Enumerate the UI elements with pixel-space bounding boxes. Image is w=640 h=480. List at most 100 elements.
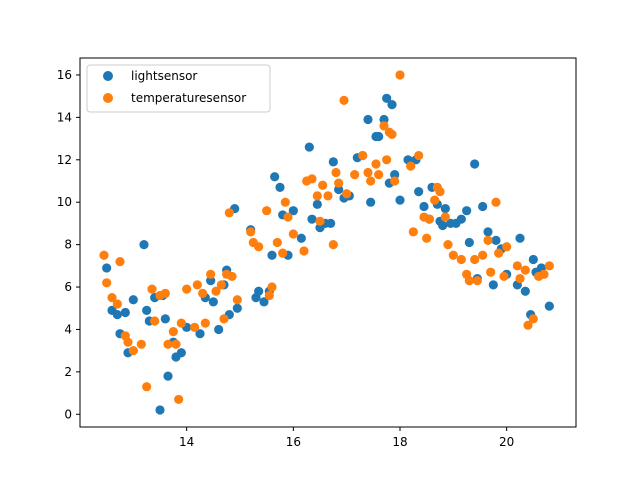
data-point-lightsensor <box>395 195 405 205</box>
data-point-temperaturesensor <box>107 293 117 303</box>
data-point-lightsensor <box>267 250 277 260</box>
data-point-lightsensor <box>102 263 112 273</box>
data-point-lightsensor <box>312 199 322 209</box>
data-point-lightsensor <box>155 405 165 415</box>
data-point-temperaturesensor <box>174 394 184 405</box>
data-point-temperaturesensor <box>160 288 170 298</box>
y-tick-label: 8 <box>64 238 72 252</box>
data-point-lightsensor <box>326 218 336 229</box>
data-point-lightsensor <box>160 314 170 324</box>
data-point-temperaturesensor <box>406 161 416 171</box>
x-tick-label: 18 <box>392 435 407 449</box>
data-point-temperaturesensor <box>414 150 424 161</box>
x-axis: 14 16 18 20 <box>179 427 514 449</box>
data-point-lightsensor <box>363 114 373 125</box>
series-lightsensor <box>102 93 554 415</box>
data-point-lightsensor <box>254 286 264 296</box>
data-point-lightsensor <box>128 295 138 305</box>
data-point-lightsensor <box>390 170 400 180</box>
data-point-lightsensor <box>438 220 448 231</box>
x-tick-label: 20 <box>499 435 514 449</box>
data-point-temperaturesensor <box>224 208 234 218</box>
data-point-temperaturesensor <box>515 273 525 284</box>
data-point-temperaturesensor <box>430 195 440 205</box>
data-point-lightsensor <box>304 142 314 152</box>
data-point-temperaturesensor <box>435 187 445 197</box>
series-layer <box>99 70 554 415</box>
data-point-temperaturesensor <box>307 174 317 184</box>
data-point-temperaturesensor <box>371 159 381 169</box>
y-tick-label: 0 <box>64 407 72 421</box>
data-point-temperaturesensor <box>374 170 384 180</box>
data-point-temperaturesensor <box>494 248 504 258</box>
data-point-lightsensor <box>544 301 554 311</box>
data-point-lightsensor <box>208 297 218 307</box>
data-point-temperaturesensor <box>350 170 360 180</box>
data-point-lightsensor <box>470 159 480 169</box>
data-point-lightsensor <box>440 203 450 214</box>
data-point-temperaturesensor <box>102 278 112 288</box>
data-point-temperaturesensor <box>520 265 530 275</box>
data-point-temperaturesensor <box>456 254 466 265</box>
data-point-temperaturesensor <box>408 227 418 237</box>
plot-area <box>80 58 576 427</box>
legend: lightsensor temperaturesensor <box>86 64 271 113</box>
data-point-temperaturesensor <box>192 280 202 290</box>
data-point-lightsensor <box>195 329 205 339</box>
data-point-lightsensor <box>387 100 397 110</box>
data-point-temperaturesensor <box>232 295 242 305</box>
data-point-temperaturesensor <box>190 322 200 332</box>
data-point-temperaturesensor <box>483 235 493 245</box>
data-point-lightsensor <box>163 371 173 381</box>
data-point-temperaturesensor <box>544 261 554 271</box>
data-point-temperaturesensor <box>283 212 293 222</box>
data-point-temperaturesensor <box>448 250 458 260</box>
data-point-temperaturesensor <box>395 70 405 80</box>
data-point-lightsensor <box>259 297 269 307</box>
data-point-temperaturesensor <box>387 129 397 139</box>
y-tick-label: 2 <box>64 365 72 379</box>
x-tick-label: 16 <box>286 435 301 449</box>
data-point-lightsensor <box>232 303 242 313</box>
data-point-temperaturesensor <box>299 246 309 256</box>
data-point-temperaturesensor <box>379 121 389 131</box>
y-tick-label: 12 <box>57 153 72 167</box>
data-point-temperaturesensor <box>422 233 432 243</box>
data-point-lightsensor <box>120 307 130 318</box>
data-point-temperaturesensor <box>264 290 274 301</box>
data-point-temperaturesensor <box>128 346 138 356</box>
data-point-temperaturesensor <box>272 237 282 248</box>
data-point-lightsensor <box>214 324 224 335</box>
data-point-lightsensor <box>488 280 498 290</box>
data-point-lightsensor <box>307 214 317 224</box>
plot-frame <box>79 57 577 428</box>
data-point-temperaturesensor <box>443 240 453 250</box>
data-point-lightsensor <box>528 254 538 265</box>
data-point-lightsensor <box>334 184 344 195</box>
data-point-lightsensor <box>139 240 149 250</box>
y-tick-label: 6 <box>64 280 72 294</box>
data-point-lightsensor <box>142 305 152 315</box>
data-point-temperaturesensor <box>382 155 392 165</box>
data-point-temperaturesensor <box>112 299 122 309</box>
data-point-lightsensor <box>419 201 429 212</box>
data-point-temperaturesensor <box>254 242 264 252</box>
data-point-lightsensor <box>275 182 285 192</box>
legend-marker-lightsensor <box>103 71 113 81</box>
data-point-lightsensor <box>288 206 298 216</box>
data-point-temperaturesensor <box>278 248 288 258</box>
data-point-temperaturesensor <box>363 167 373 178</box>
data-point-temperaturesensor <box>198 288 208 298</box>
data-point-lightsensor <box>296 233 306 243</box>
data-point-temperaturesensor <box>424 214 434 224</box>
data-point-temperaturesensor <box>171 339 181 349</box>
data-point-lightsensor <box>366 197 376 207</box>
data-point-temperaturesensor <box>142 382 152 392</box>
legend-marker-temperaturesensor <box>103 93 113 103</box>
data-point-temperaturesensor <box>342 189 352 199</box>
y-tick-label: 10 <box>57 195 72 209</box>
data-point-temperaturesensor <box>315 216 325 226</box>
data-point-temperaturesensor <box>227 271 237 282</box>
series-temperaturesensor <box>99 70 554 405</box>
